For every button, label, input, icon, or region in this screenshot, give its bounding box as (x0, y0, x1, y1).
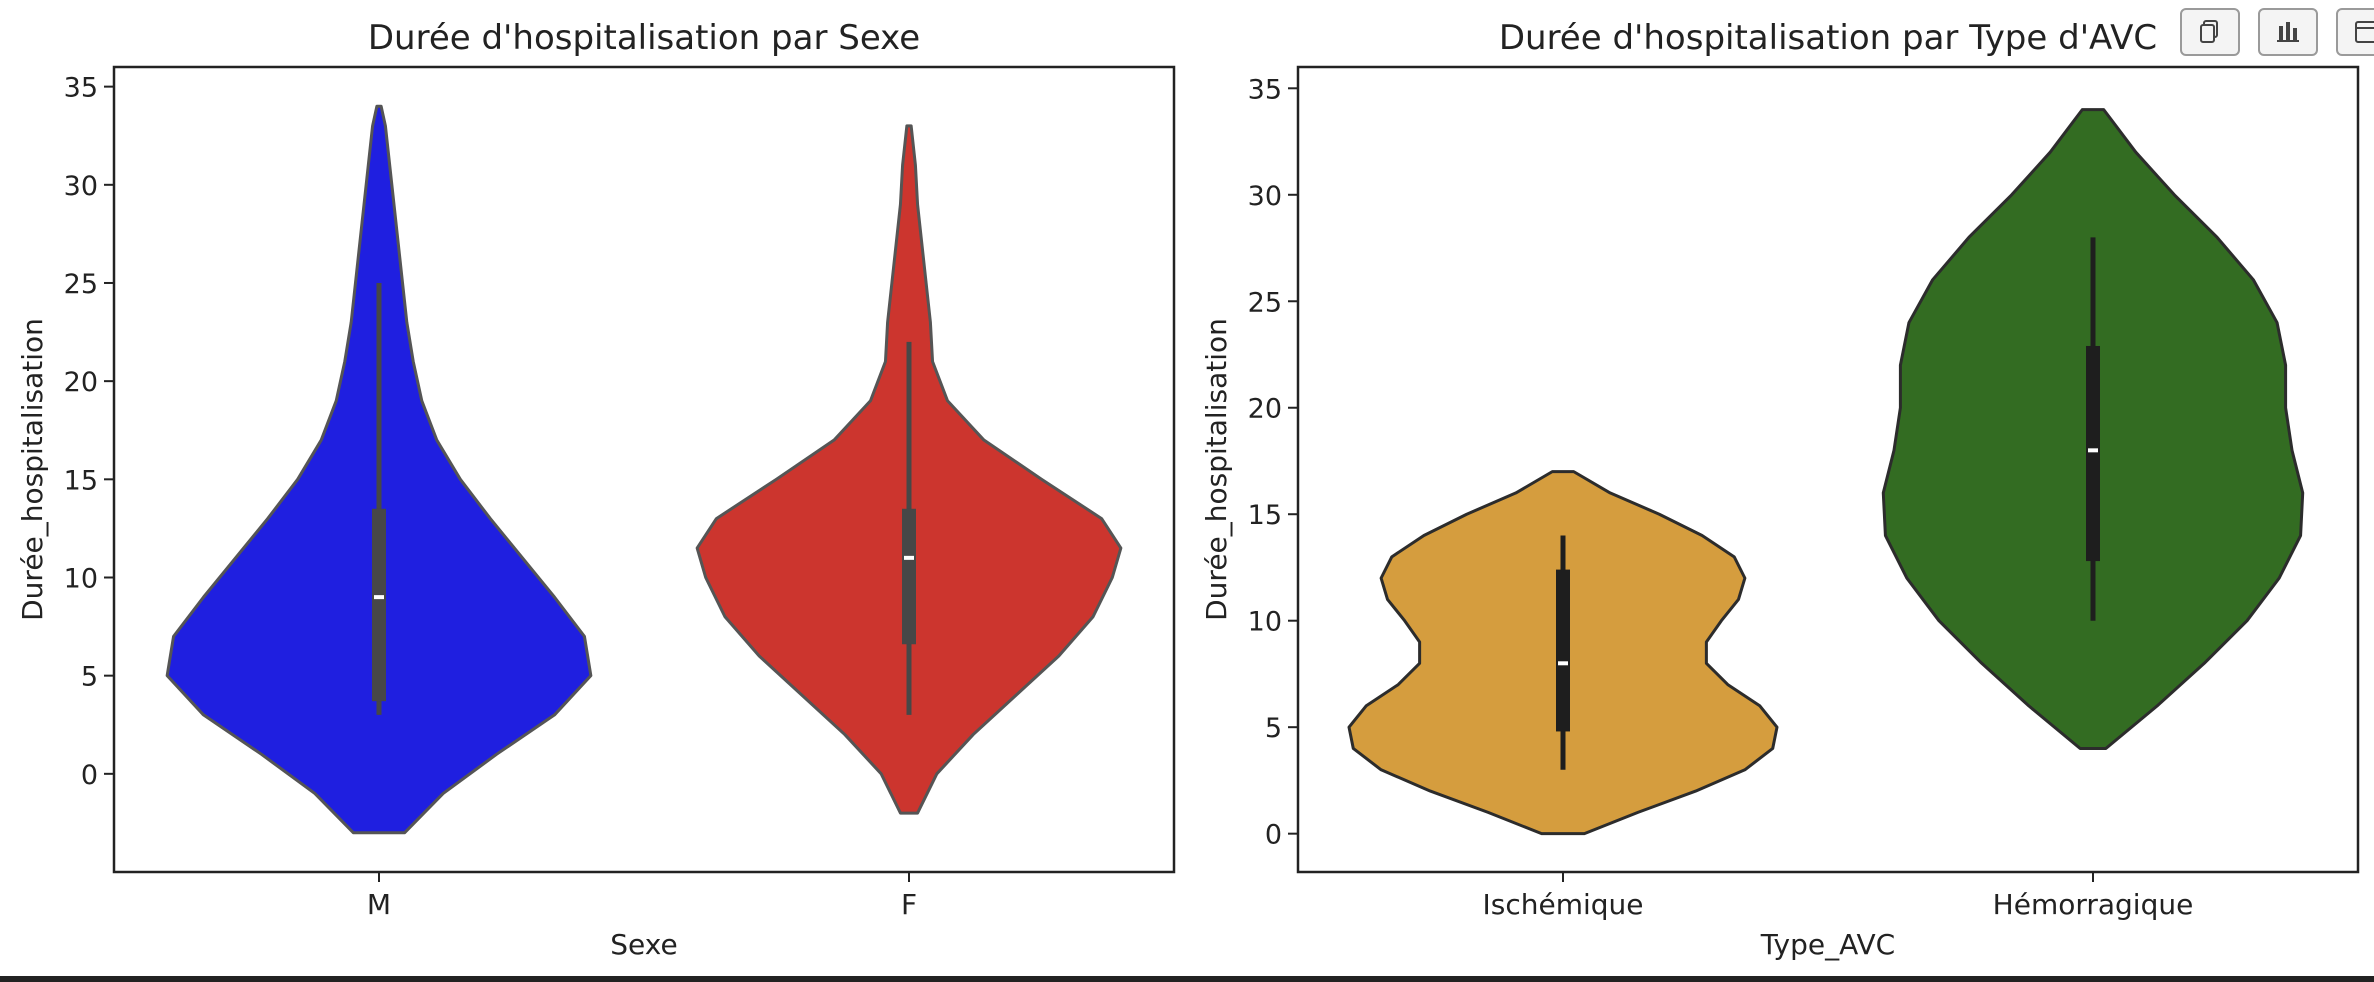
plot-frame (1296, 65, 2360, 874)
y-tick-label: 30 (64, 171, 98, 202)
bar-chart-button[interactable] (2258, 8, 2318, 56)
bar-chart-icon (2277, 22, 2299, 42)
y-tick-label: 0 (1265, 820, 1282, 851)
y-tick-label: 5 (1265, 713, 1282, 744)
x-axis-label: Sexe (610, 928, 677, 961)
y-tick-label: 25 (64, 269, 98, 300)
violin-iqr-box-f (902, 508, 916, 645)
violin-iqr-box-hemorragique (2086, 345, 2100, 562)
chart-title: Durée d'hospitalisation par Sexe (368, 18, 920, 58)
x-tick-label: Hémorragique (1993, 888, 2194, 921)
plot-frame (112, 65, 1176, 874)
y-tick-label: 35 (1248, 74, 1282, 105)
y-tick-label: 35 (64, 73, 98, 104)
y-tick-label: 20 (64, 367, 98, 398)
violin-iqr-box-ischemique (1556, 569, 1570, 732)
y-tick-label: 15 (1248, 500, 1282, 531)
violin-median-f (904, 555, 914, 560)
y-tick-label: 5 (81, 662, 98, 693)
violin-median-m (374, 595, 384, 600)
y-tick-label: 0 (81, 760, 98, 791)
x-tick-label: M (367, 888, 391, 921)
y-tick-label: 15 (64, 465, 98, 496)
chart-panel-1: Durée d'hospitalisation par Sexe 0 5 10 15 20… (16, 18, 1176, 961)
copy-icon (2200, 20, 2218, 43)
y-axis-label: Durée_hospitalisation (16, 318, 49, 621)
y-tick-label: 25 (1248, 287, 1282, 318)
y-tick-label: 10 (1248, 607, 1282, 638)
chart-toolbar (2180, 8, 2374, 62)
violin-median-hemorragique (2088, 448, 2098, 453)
violin-median-ischemique (1558, 661, 1568, 666)
bottom-divider (0, 976, 2374, 982)
y-tick-label: 20 (1248, 394, 1282, 425)
chart-panel-2: Durée d'hospitalisation par Type d'AVC 0 5… (1200, 18, 2360, 961)
y-axis-label: Durée_hospitalisation (1200, 318, 1233, 621)
x-tick-label: Ischémique (1482, 888, 1643, 921)
chart-title: Durée d'hospitalisation par Type d'AVC (1499, 18, 2157, 58)
violin-iqr-box-m (372, 508, 386, 702)
y-tick-label: 10 (64, 563, 98, 594)
export-icon (2355, 21, 2374, 43)
copy-button[interactable] (2180, 8, 2240, 56)
y-tick-label: 30 (1248, 181, 1282, 212)
x-tick-label: F (901, 888, 917, 921)
x-axis-label: Type_AVC (1760, 928, 1895, 961)
export-button[interactable] (2336, 8, 2374, 56)
